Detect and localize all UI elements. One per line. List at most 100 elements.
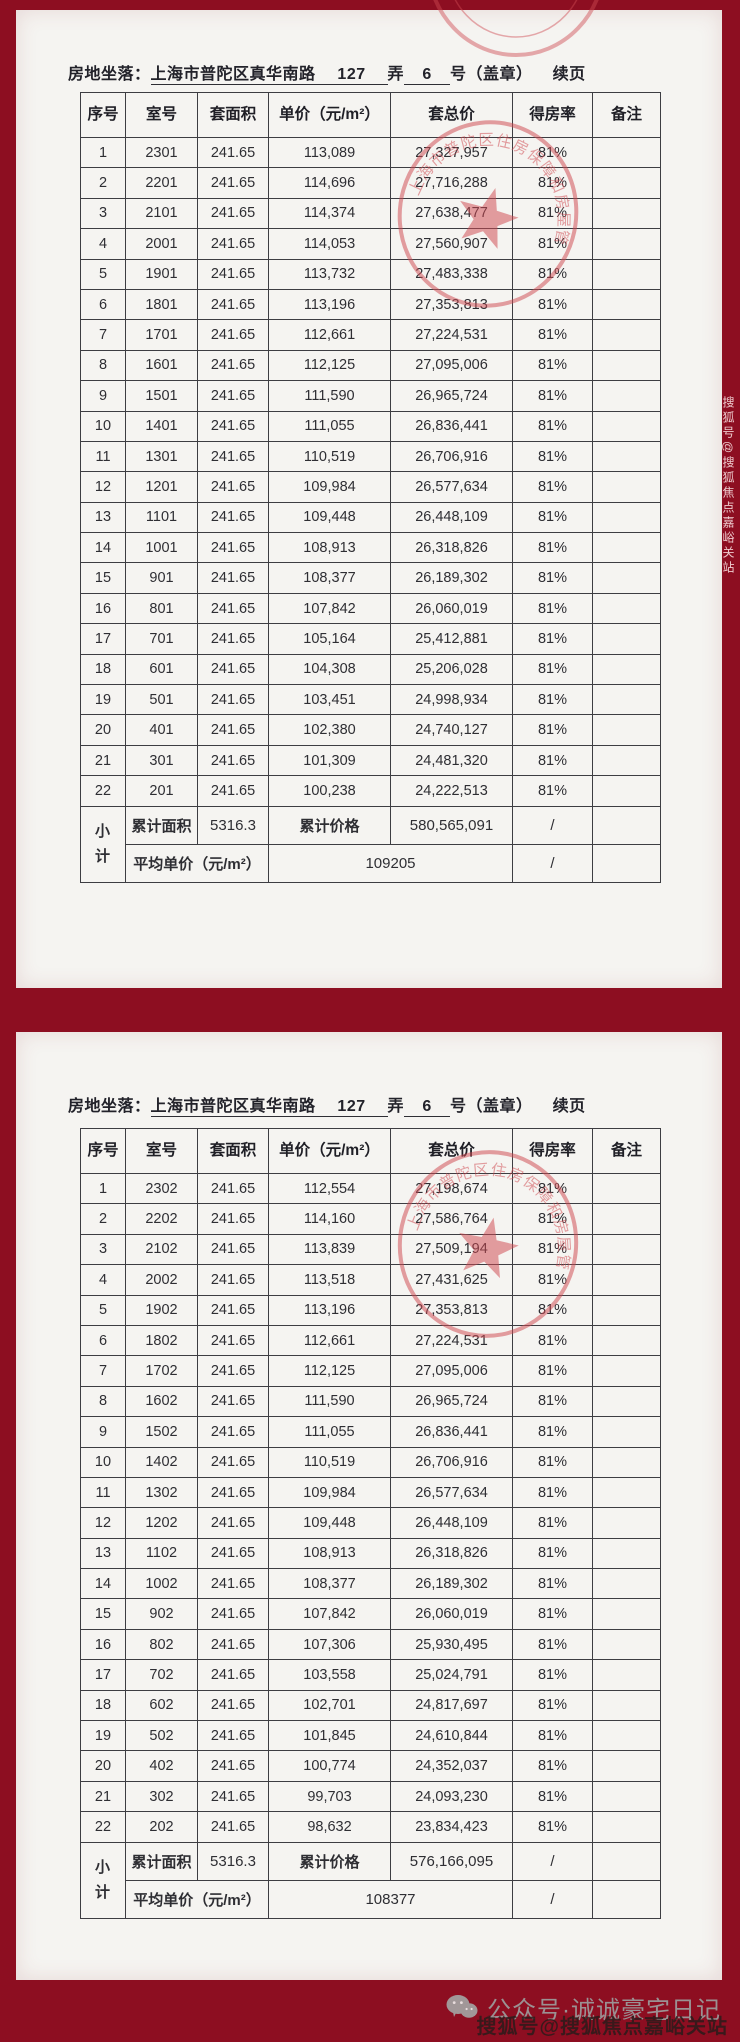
table-cell bbox=[592, 319, 661, 351]
table-cell: 100,238 bbox=[268, 775, 391, 807]
table-cell: 81% bbox=[512, 1233, 593, 1266]
table-cell: 103,451 bbox=[268, 684, 391, 716]
table-cell: 24,093,230 bbox=[390, 1780, 513, 1813]
house-unit: 号（盖章） bbox=[450, 1098, 533, 1115]
column-header: 套总价 bbox=[390, 1128, 513, 1174]
table-cell bbox=[592, 440, 661, 473]
table-cell: 102,701 bbox=[268, 1689, 391, 1722]
table-cell: 241.65 bbox=[197, 1811, 269, 1843]
table-cell: 81% bbox=[512, 1172, 593, 1205]
table-cell: 1101 bbox=[125, 501, 198, 534]
table-cell: 26,189,302 bbox=[390, 1568, 513, 1600]
table-cell: 81% bbox=[512, 1780, 593, 1813]
table-cell: 81% bbox=[512, 1628, 593, 1661]
table-cell: 241.65 bbox=[197, 1446, 269, 1478]
lane-unit: 弄 bbox=[387, 1098, 405, 1115]
table-cell: 101,845 bbox=[268, 1720, 391, 1752]
table-cell: 18 bbox=[80, 653, 126, 686]
header-row: 序号 室号 套面积 单价（元/m²） 套总价 得房率 备注 bbox=[80, 1128, 661, 1174]
wechat-icon bbox=[446, 1994, 478, 2021]
table-cell: 26,706,916 bbox=[390, 440, 513, 473]
table-row: 1 2301 241.65 113,089 27,327,957 81% bbox=[80, 136, 661, 169]
table-cell: 108,377 bbox=[268, 1568, 391, 1600]
table-cell bbox=[592, 1203, 661, 1235]
table-cell: 10 bbox=[80, 1446, 126, 1478]
average-price-label: 平均单价（元/m²） bbox=[125, 1879, 269, 1919]
table-cell: 26,060,019 bbox=[390, 592, 513, 625]
table-cell: 26,448,109 bbox=[390, 1507, 513, 1539]
table-cell bbox=[592, 501, 661, 534]
remark-empty bbox=[592, 1841, 661, 1881]
table-cell: 109,984 bbox=[268, 1476, 391, 1509]
table-cell: 24,740,127 bbox=[390, 714, 513, 746]
rate-slash: / bbox=[512, 1879, 593, 1919]
table-cell: 241.65 bbox=[197, 1689, 269, 1722]
table-cell: 19 bbox=[80, 684, 126, 716]
column-header: 套总价 bbox=[390, 92, 513, 138]
table-cell bbox=[592, 714, 661, 746]
continuation-label: 续页 bbox=[552, 1098, 586, 1115]
table-cell: 107,842 bbox=[268, 592, 391, 625]
table-cell: 26,965,724 bbox=[390, 1385, 513, 1418]
table-cell: 11 bbox=[80, 440, 126, 473]
table-cell: 2301 bbox=[125, 136, 198, 169]
table-cell: 601 bbox=[125, 653, 198, 686]
table-cell: 1402 bbox=[125, 1446, 198, 1478]
table-cell: 241.65 bbox=[197, 744, 269, 777]
table-cell: 702 bbox=[125, 1659, 198, 1691]
table-row: 13 1102 241.65 108,913 26,318,826 81% bbox=[80, 1537, 661, 1570]
table-row: 21 301 241.65 101,309 24,481,320 81% bbox=[80, 744, 661, 777]
table-cell: 108,913 bbox=[268, 1537, 391, 1570]
table-cell: 901 bbox=[125, 562, 198, 594]
table-row: 5 1901 241.65 113,732 27,483,338 81% bbox=[80, 258, 661, 290]
table-cell: 241.65 bbox=[197, 1598, 269, 1630]
table-cell: 1602 bbox=[125, 1385, 198, 1418]
rate-slash: / bbox=[512, 805, 593, 845]
table-cell bbox=[592, 1507, 661, 1539]
table-cell: 6 bbox=[80, 288, 126, 321]
table-cell: 902 bbox=[125, 1598, 198, 1630]
table-cell bbox=[592, 684, 661, 716]
table-cell bbox=[592, 167, 661, 199]
table-cell: 81% bbox=[512, 1507, 593, 1539]
column-header: 序号 bbox=[80, 1128, 126, 1174]
table-cell: 17 bbox=[80, 623, 126, 655]
table-row: 12 1201 241.65 109,984 26,577,634 81% bbox=[80, 471, 661, 503]
table-row: 9 1502 241.65 111,055 26,836,441 81% bbox=[80, 1416, 661, 1448]
table-cell: 241.65 bbox=[197, 1780, 269, 1813]
table-cell: 26,318,826 bbox=[390, 1537, 513, 1570]
table-cell bbox=[592, 380, 661, 412]
table-cell: 99,703 bbox=[268, 1780, 391, 1813]
table-cell: 9 bbox=[80, 380, 126, 412]
table-cell: 1902 bbox=[125, 1294, 198, 1326]
column-header: 套面积 bbox=[197, 92, 269, 138]
table-cell: 241.65 bbox=[197, 1264, 269, 1296]
table-row: 21 302 241.65 99,703 24,093,230 81% bbox=[80, 1780, 661, 1813]
table-cell: 113,839 bbox=[268, 1233, 391, 1266]
table-cell: 81% bbox=[512, 380, 593, 412]
table-cell bbox=[592, 1568, 661, 1600]
continuation-label: 续页 bbox=[552, 66, 586, 83]
table-cell: 241.65 bbox=[197, 197, 269, 230]
rate-slash: / bbox=[512, 843, 593, 883]
table-cell: 15 bbox=[80, 562, 126, 594]
document-page-1: 房地坐落：上海市普陀区真华南路 127 弄 6 号（盖章） 续页 序号 室号 套面积 单价（元/… bbox=[16, 0, 722, 988]
document-page-2: 房地坐落：上海市普陀区真华南路 127 弄 6 号（盖章） 续页 序号 室号 套面积 单价（元/… bbox=[16, 1032, 722, 1980]
average-row-2: 平均单价（元/m²） 108377 / bbox=[81, 1879, 661, 1919]
table-row: 2 2202 241.65 114,160 27,586,764 81% bbox=[80, 1203, 661, 1235]
column-header: 备注 bbox=[592, 92, 661, 138]
table-cell: 17 bbox=[80, 1659, 126, 1691]
table-cell bbox=[592, 1750, 661, 1782]
table-cell: 111,055 bbox=[268, 410, 391, 442]
house-unit: 号（盖章） bbox=[450, 66, 533, 83]
table-cell: 109,448 bbox=[268, 501, 391, 534]
table-row: 8 1601 241.65 112,125 27,095,006 81% bbox=[80, 349, 661, 382]
table-cell: 81% bbox=[512, 653, 593, 686]
table-cell: 27,327,957 bbox=[390, 136, 513, 169]
table-cell bbox=[592, 653, 661, 686]
table-cell: 27,483,338 bbox=[390, 258, 513, 290]
table-cell: 112,554 bbox=[268, 1172, 391, 1205]
table-row: 10 1401 241.65 111,055 26,836,441 81% bbox=[80, 410, 661, 442]
table-cell bbox=[592, 1811, 661, 1843]
